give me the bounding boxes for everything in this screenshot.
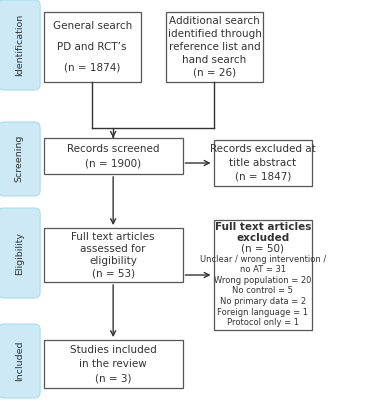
Text: Records excluded at: Records excluded at xyxy=(210,144,316,154)
Text: hand search: hand search xyxy=(182,55,247,65)
FancyBboxPatch shape xyxy=(214,220,312,330)
Text: assessed for: assessed for xyxy=(80,244,146,254)
FancyBboxPatch shape xyxy=(44,12,141,82)
Text: Foreign language = 1: Foreign language = 1 xyxy=(217,308,308,316)
Text: in the review: in the review xyxy=(79,359,147,369)
Text: General search: General search xyxy=(53,22,132,32)
FancyBboxPatch shape xyxy=(0,324,40,398)
FancyBboxPatch shape xyxy=(0,122,40,196)
Text: (n = 1900): (n = 1900) xyxy=(85,158,141,168)
FancyBboxPatch shape xyxy=(44,340,182,388)
Text: Eligibility: Eligibility xyxy=(15,232,24,275)
Text: eligibility: eligibility xyxy=(89,256,137,266)
Text: Included: Included xyxy=(15,341,24,382)
Text: (n = 50): (n = 50) xyxy=(241,244,284,254)
Text: Wrong population = 20: Wrong population = 20 xyxy=(214,276,311,285)
Text: (n = 1847): (n = 1847) xyxy=(235,172,291,182)
FancyBboxPatch shape xyxy=(214,140,312,186)
Text: Screening: Screening xyxy=(15,135,24,182)
Text: title abstract: title abstract xyxy=(229,158,296,168)
Text: (n = 3): (n = 3) xyxy=(95,373,131,383)
Text: No primary data = 2: No primary data = 2 xyxy=(220,297,306,306)
Text: no AT = 31: no AT = 31 xyxy=(240,265,286,274)
Text: excluded: excluded xyxy=(236,233,289,243)
Text: Unclear / wrong intervention /: Unclear / wrong intervention / xyxy=(200,255,326,264)
Text: Studies included: Studies included xyxy=(70,345,157,355)
FancyBboxPatch shape xyxy=(166,12,263,82)
Text: (n = 26): (n = 26) xyxy=(193,68,236,78)
FancyBboxPatch shape xyxy=(44,228,182,282)
Text: No control = 5: No control = 5 xyxy=(233,286,293,295)
Text: Identification: Identification xyxy=(15,14,24,76)
Text: (n = 1874): (n = 1874) xyxy=(64,62,120,72)
FancyBboxPatch shape xyxy=(0,208,40,298)
Text: identified through: identified through xyxy=(168,29,261,39)
FancyBboxPatch shape xyxy=(44,138,182,174)
Text: Full text articles: Full text articles xyxy=(215,222,311,232)
Text: reference list and: reference list and xyxy=(169,42,260,52)
Text: (n = 53): (n = 53) xyxy=(92,268,135,278)
Text: Additional search: Additional search xyxy=(169,16,260,26)
Text: PD and RCT’s: PD and RCT’s xyxy=(57,42,127,52)
Text: Protocol only = 1: Protocol only = 1 xyxy=(227,318,299,327)
Text: Records screened: Records screened xyxy=(67,144,160,154)
Text: Full text articles: Full text articles xyxy=(72,232,155,242)
FancyBboxPatch shape xyxy=(0,0,40,90)
